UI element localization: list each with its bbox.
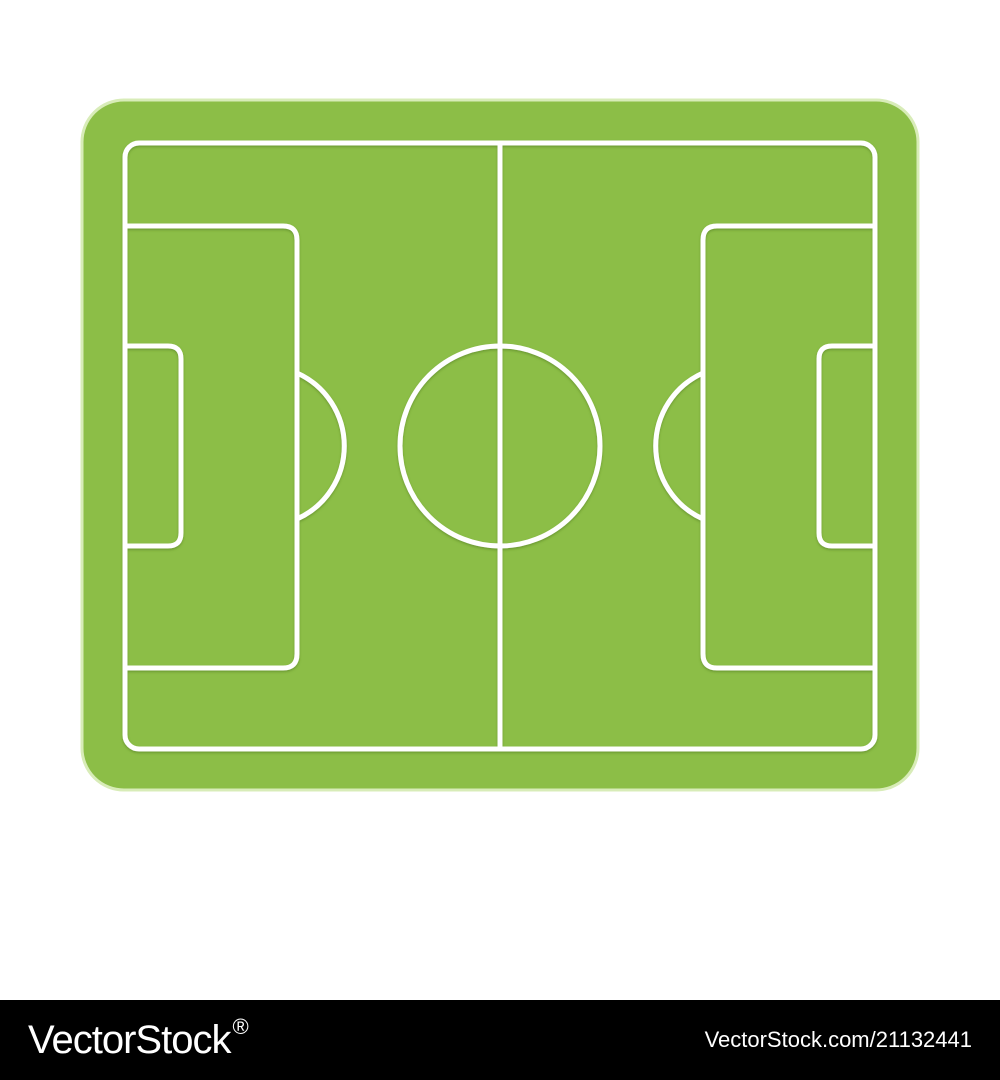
vectorstock-logo: VectorStock® [28,1014,249,1064]
soccer-field-icon [80,98,920,792]
left-penalty-arc [294,370,347,522]
watermark-footer: VectorStock® VectorStock.com/21132441 [0,1000,1000,1080]
left-penalty-area [122,223,300,671]
left-goal-area [122,343,184,549]
image-id-text: VectorStock.com/21132441 [704,1027,972,1052]
center-circle [397,343,603,549]
brand-name: VectorStock [28,1018,231,1062]
right-goal-area [816,343,878,549]
right-penalty-area [700,223,878,671]
right-penalty-arc [653,370,706,522]
registered-mark: ® [232,1014,248,1039]
